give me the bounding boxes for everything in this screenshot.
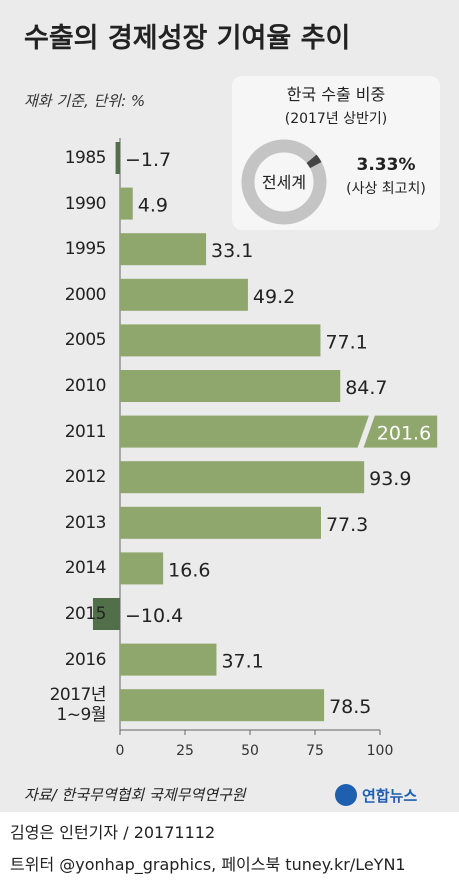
value-label: −1.7: [125, 149, 171, 171]
y-tick-label: 2011: [64, 421, 107, 442]
value-label: 78.5: [329, 696, 371, 718]
social: 트위터 @yonhap_graphics, 페이스북 tuney.kr/LeYN…: [10, 855, 406, 875]
logo-mark: [335, 784, 357, 806]
bar: [92, 598, 120, 630]
y-tick-label: 1990: [64, 193, 107, 214]
value-label: 84.7: [345, 377, 387, 399]
bar: [120, 187, 133, 220]
y-tick-label: 1985: [64, 148, 107, 168]
value-label: 201.6: [377, 423, 431, 445]
donut-center: 전세계: [262, 173, 306, 192]
value-label: 77.1: [325, 331, 367, 353]
inset-value: 3.33%: [357, 155, 416, 175]
y-tick-label: 2013: [64, 512, 107, 533]
inset-title: 한국 수출 비중: [287, 85, 386, 104]
source: 자료/ 한국무역협회 국제무역연구원: [24, 786, 247, 804]
value-label: 49.2: [253, 286, 295, 308]
x-tick-label: 100: [367, 743, 394, 759]
value-label: 93.9: [369, 468, 411, 490]
x-tick-label: 0: [116, 743, 125, 759]
value-label: −10.4: [125, 605, 183, 627]
y-tick-label: 2015: [64, 604, 107, 624]
donut-segment: [306, 154, 322, 169]
inset-subtitle: (2017년 상반기): [285, 111, 388, 127]
y-tick-label: 2014: [64, 558, 107, 579]
x-tick-label: 25: [176, 743, 194, 759]
bar: [115, 142, 120, 174]
bar: [120, 643, 217, 676]
bar: [120, 506, 321, 539]
logo: 연합뉴스: [362, 787, 417, 805]
inset-note: (사상 최고치): [346, 181, 426, 197]
subtitle: 재화 기준, 단위: %: [24, 92, 145, 110]
bar: [120, 233, 207, 266]
value-label: 33.1: [211, 240, 253, 262]
value-label: 37.1: [221, 651, 263, 673]
y-tick-label: 2000: [64, 284, 107, 305]
y-tick-label: 2010: [64, 376, 107, 396]
axis-break: [357, 414, 376, 449]
credit: 김영은 인턴기자 / 20171112: [10, 823, 215, 842]
y-tick-label: 2005: [64, 330, 107, 351]
value-label: 16.6: [168, 559, 210, 581]
bar: [120, 278, 248, 311]
bar: [120, 370, 341, 402]
value-label: 4.9: [138, 195, 168, 217]
x-tick-label: 75: [306, 743, 324, 759]
chart-title: 수출의 경제성장 기여율 추이: [24, 23, 350, 54]
x-tick-label: 50: [241, 743, 259, 759]
bar: [120, 689, 325, 722]
bar: [120, 461, 365, 494]
value-label: 77.3: [326, 514, 368, 536]
inset-box: [232, 76, 440, 230]
y-tick-label: 2017년 1~9월: [49, 685, 107, 726]
bar: [120, 415, 438, 448]
donut-ring: [241, 139, 327, 225]
bar: [120, 324, 321, 357]
bar: [120, 552, 164, 585]
y-tick-label: 2016: [64, 649, 107, 670]
y-tick-label: 2012: [64, 467, 107, 488]
y-tick-label: 1995: [64, 239, 107, 260]
